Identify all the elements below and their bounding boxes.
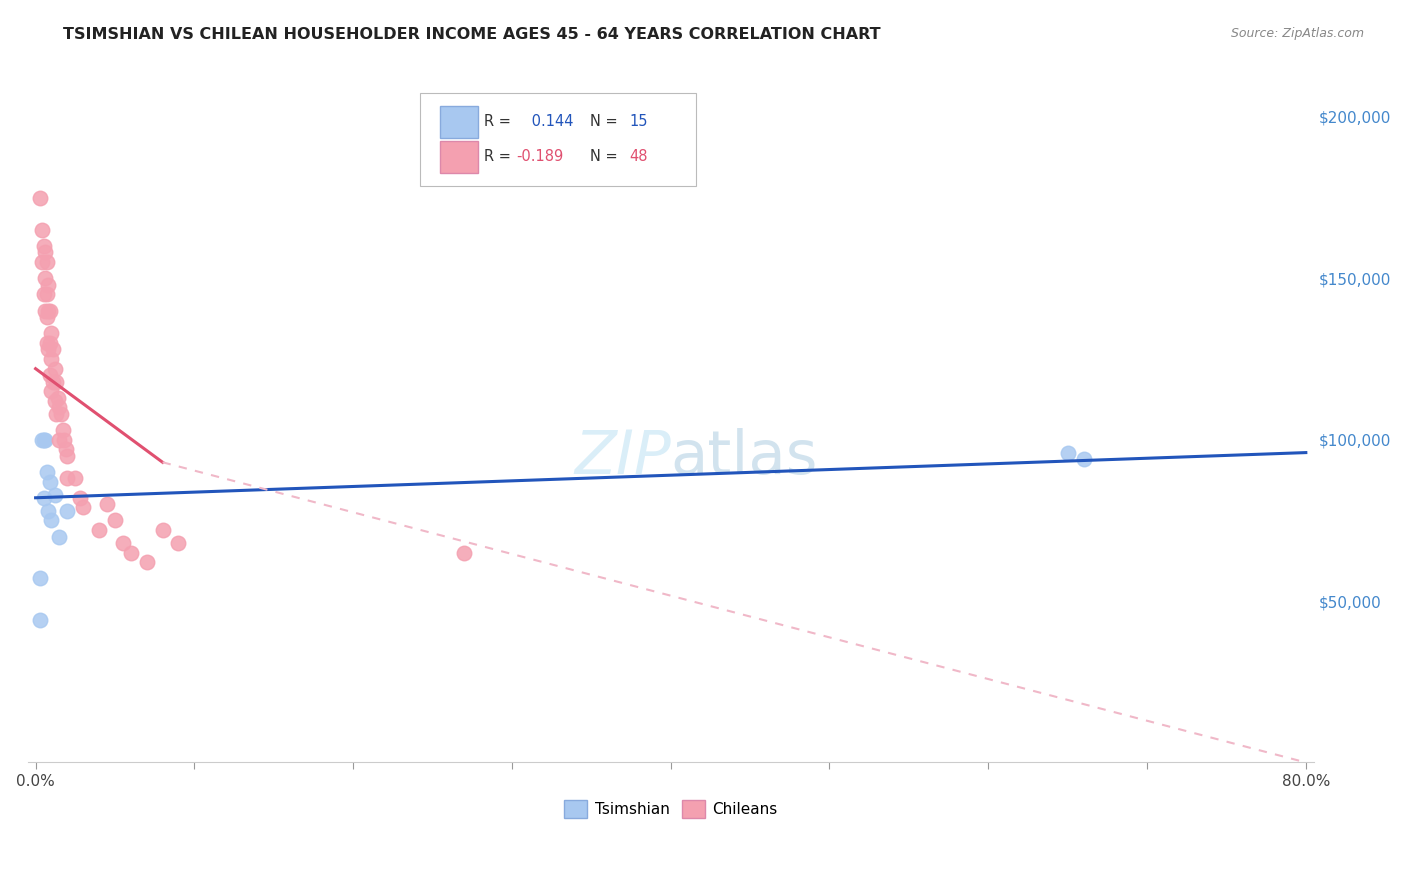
Point	[38, 368, 60, 383]
Point	[38, 303, 60, 318]
FancyBboxPatch shape	[440, 141, 478, 173]
Point	[56, 471, 79, 485]
Point	[31, 433, 53, 447]
Point	[46, 391, 69, 405]
Point	[32, 433, 55, 447]
Point	[1056, 445, 1078, 459]
Point	[31, 223, 53, 237]
Point	[56, 449, 79, 463]
Point	[48, 529, 70, 543]
Point	[96, 497, 118, 511]
Point	[30, 191, 52, 205]
Point	[34, 245, 56, 260]
Point	[30, 572, 52, 586]
Point	[32, 239, 55, 253]
Point	[34, 271, 56, 285]
Point	[38, 335, 60, 350]
Point	[56, 504, 79, 518]
Point	[44, 393, 66, 408]
Text: -0.189: -0.189	[516, 149, 564, 164]
Text: R =: R =	[484, 149, 512, 164]
Point	[37, 303, 59, 318]
Text: atlas: atlas	[671, 427, 818, 487]
Point	[111, 536, 134, 550]
Point	[41, 351, 63, 366]
Text: TSIMSHIAN VS CHILEAN HOUSEHOLDER INCOME AGES 45 - 64 YEARS CORRELATION CHART: TSIMSHIAN VS CHILEAN HOUSEHOLDER INCOME …	[63, 27, 882, 42]
Point	[41, 513, 63, 527]
Point	[49, 407, 72, 421]
Point	[37, 343, 59, 357]
Point	[32, 287, 55, 301]
Point	[53, 433, 76, 447]
Point	[32, 491, 55, 505]
Text: N =: N =	[589, 149, 617, 164]
Point	[104, 513, 127, 527]
Text: ZIP: ZIP	[574, 427, 671, 487]
Point	[31, 255, 53, 269]
Point	[37, 277, 59, 292]
Point	[65, 471, 87, 485]
Point	[135, 555, 157, 569]
Point	[34, 303, 56, 318]
Point	[35, 335, 58, 350]
Point	[35, 255, 58, 269]
Point	[55, 442, 77, 457]
Point	[52, 423, 75, 437]
Text: R =: R =	[484, 114, 512, 129]
Point	[152, 523, 174, 537]
Point	[167, 536, 190, 550]
Point	[87, 523, 110, 537]
Point	[41, 384, 63, 399]
Point	[35, 310, 58, 324]
Point	[45, 375, 67, 389]
Point	[41, 326, 63, 341]
Point	[35, 287, 58, 301]
Point	[453, 546, 475, 560]
Point	[48, 401, 70, 415]
Point	[35, 465, 58, 479]
Point	[38, 475, 60, 489]
Text: 48: 48	[630, 149, 648, 164]
FancyBboxPatch shape	[440, 106, 478, 138]
FancyBboxPatch shape	[420, 93, 696, 186]
Point	[30, 614, 52, 628]
Text: 15: 15	[630, 114, 648, 129]
Point	[44, 361, 66, 376]
Point	[69, 491, 91, 505]
Text: 0.144: 0.144	[527, 114, 574, 129]
Point	[42, 375, 65, 389]
Point	[37, 504, 59, 518]
Text: Source: ZipAtlas.com: Source: ZipAtlas.com	[1230, 27, 1364, 40]
Point	[48, 433, 70, 447]
Point	[44, 487, 66, 501]
Legend: Tsimshian, Chileans: Tsimshian, Chileans	[558, 794, 783, 824]
Point	[1073, 452, 1095, 467]
Point	[45, 407, 67, 421]
Point	[42, 343, 65, 357]
Point	[34, 433, 56, 447]
Point	[72, 500, 94, 515]
Point	[120, 546, 142, 560]
Text: N =: N =	[589, 114, 617, 129]
